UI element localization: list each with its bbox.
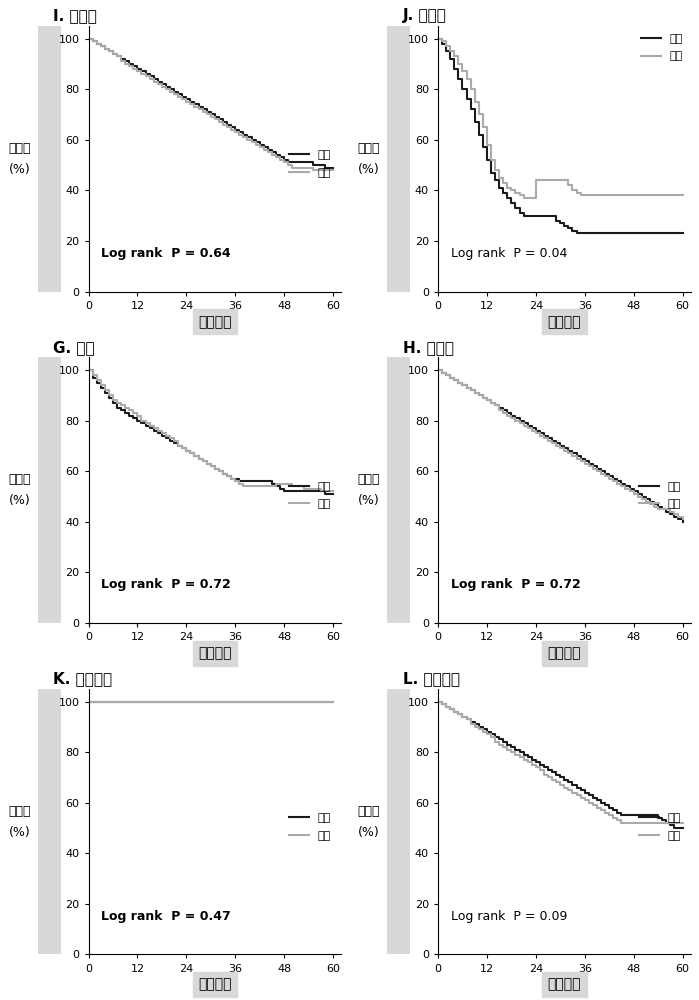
X-axis label: 生存时间: 生存时间 bbox=[547, 646, 581, 660]
Legend: 低组, 高组: 低组, 高组 bbox=[284, 477, 336, 514]
FancyBboxPatch shape bbox=[387, 357, 410, 623]
X-axis label: 生存时间: 生存时间 bbox=[547, 978, 581, 992]
FancyBboxPatch shape bbox=[38, 357, 61, 623]
Text: Log rank  P = 0.04: Log rank P = 0.04 bbox=[451, 247, 567, 260]
Y-axis label: 总生存
(%): 总生存 (%) bbox=[358, 805, 380, 839]
Y-axis label: 总生存
(%): 总生存 (%) bbox=[8, 473, 31, 507]
FancyBboxPatch shape bbox=[387, 26, 410, 292]
Y-axis label: 总生存
(%): 总生存 (%) bbox=[358, 142, 380, 176]
Text: J. 胰腺癌: J. 胰腺癌 bbox=[403, 8, 447, 23]
X-axis label: 生存时间: 生存时间 bbox=[198, 978, 231, 992]
Legend: 低组, 高组: 低组, 高组 bbox=[284, 809, 336, 845]
Text: Log rank  P = 0.47: Log rank P = 0.47 bbox=[101, 910, 231, 923]
Text: I. 肺麞癌: I. 肺麞癌 bbox=[53, 8, 97, 23]
Text: Log rank  P = 0.64: Log rank P = 0.64 bbox=[101, 247, 231, 260]
Text: Log rank  P = 0.72: Log rank P = 0.72 bbox=[101, 578, 231, 591]
Legend: 低组, 高组: 低组, 高组 bbox=[284, 146, 336, 182]
Y-axis label: 总生存
(%): 总生存 (%) bbox=[358, 473, 380, 507]
Text: H. 肺腺癌: H. 肺腺癌 bbox=[403, 340, 454, 355]
X-axis label: 生存时间: 生存时间 bbox=[198, 315, 231, 329]
X-axis label: 生存时间: 生存时间 bbox=[198, 646, 231, 660]
Text: G. 肝癌: G. 肝癌 bbox=[53, 340, 95, 355]
Text: Log rank  P = 0.09: Log rank P = 0.09 bbox=[451, 910, 567, 923]
Text: L. 黑色素牆: L. 黑色素牆 bbox=[403, 671, 460, 686]
Y-axis label: 总生存
(%): 总生存 (%) bbox=[8, 805, 31, 839]
Text: Log rank  P = 0.72: Log rank P = 0.72 bbox=[451, 578, 580, 591]
X-axis label: 生存时间: 生存时间 bbox=[547, 315, 581, 329]
FancyBboxPatch shape bbox=[38, 26, 61, 292]
FancyBboxPatch shape bbox=[38, 689, 61, 954]
Legend: 低组, 高组: 低组, 高组 bbox=[634, 809, 685, 845]
Text: K. 前列腺癌: K. 前列腺癌 bbox=[53, 671, 113, 686]
Y-axis label: 总生存
(%): 总生存 (%) bbox=[8, 142, 31, 176]
Legend: 低组, 高组: 低组, 高组 bbox=[636, 29, 687, 66]
FancyBboxPatch shape bbox=[387, 689, 410, 954]
Legend: 低组, 高组: 低组, 高组 bbox=[634, 477, 685, 514]
